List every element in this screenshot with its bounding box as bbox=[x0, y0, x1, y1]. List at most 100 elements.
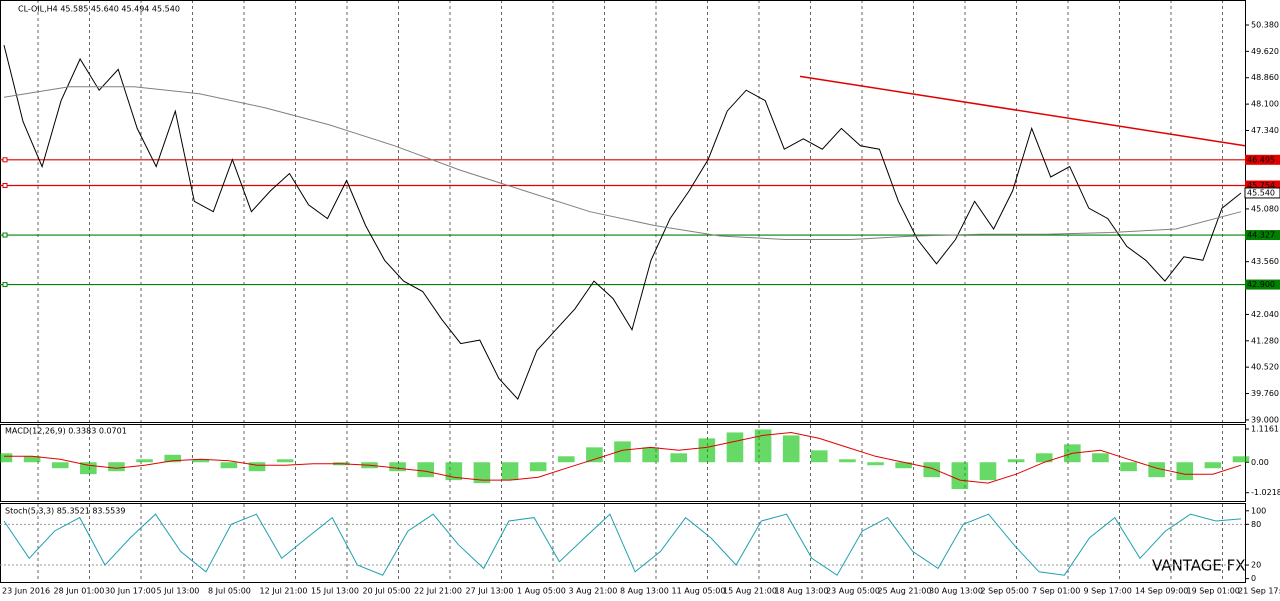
macd-bar bbox=[192, 459, 210, 463]
stoch-line bbox=[3, 513, 1242, 576]
stoch-frame bbox=[0, 503, 1246, 583]
macd-bar bbox=[895, 462, 912, 469]
macd-bar bbox=[782, 435, 800, 463]
x-tick-label: 12 Jul 21:00 bbox=[260, 587, 308, 596]
x-tick-label: 5 Jul 13:00 bbox=[157, 587, 200, 596]
y-tick-label: 49.620 bbox=[1251, 47, 1279, 56]
level-label-box bbox=[1245, 180, 1280, 191]
macd-bar bbox=[248, 462, 266, 472]
level-marker bbox=[2, 232, 8, 238]
macd-bar bbox=[473, 462, 491, 484]
x-tick-label: 8 Aug 13:00 bbox=[620, 587, 669, 596]
x-tick-label: 15 Aug 21:00 bbox=[723, 587, 777, 596]
x-tick-label: 21 Sep 17:00 bbox=[1238, 587, 1280, 596]
x-tick-label: 8 Jul 05:00 bbox=[208, 587, 251, 596]
x-tick-label: 1 Aug 05:00 bbox=[517, 587, 566, 596]
x-tick-label: 22 Jul 21:00 bbox=[414, 587, 462, 596]
x-tick-label: 30 Aug 13:00 bbox=[929, 587, 983, 596]
x-tick-label: 20 Jul 05:00 bbox=[363, 587, 411, 596]
y-tick-label: 50.380 bbox=[1251, 20, 1279, 29]
current-price-label: 45.540 bbox=[1247, 188, 1275, 197]
moving-average bbox=[3, 86, 1242, 240]
macd-bar bbox=[1092, 453, 1109, 463]
y-tick-label: 39.000 bbox=[1251, 415, 1279, 424]
macd-bar bbox=[614, 441, 631, 463]
macd-bar bbox=[642, 447, 659, 463]
level-label: 46.495 bbox=[1247, 155, 1275, 164]
y-tick-label: 41.280 bbox=[1251, 336, 1279, 345]
level-label: 44.327 bbox=[1247, 231, 1275, 240]
macd-bar bbox=[839, 459, 856, 463]
x-tick-label: 30 Jun 17:00 bbox=[105, 587, 156, 596]
macd-bar bbox=[726, 432, 744, 463]
macd-bar bbox=[951, 462, 969, 490]
level-label-box bbox=[1245, 154, 1280, 165]
macd-bar bbox=[80, 462, 97, 475]
x-tick-label: 23 Jun 2016 bbox=[2, 587, 50, 596]
x-tick-label: 19 Sep 01:00 bbox=[1187, 587, 1240, 596]
level-marker bbox=[2, 183, 8, 189]
x-tick-label: 28 Jun 01:00 bbox=[54, 587, 105, 596]
macd-bar bbox=[0, 453, 13, 463]
level-label: 42.900 bbox=[1247, 280, 1275, 289]
x-tick-label: 25 Aug 21:00 bbox=[878, 587, 932, 596]
level-label: 45.754 bbox=[1247, 181, 1275, 190]
macd-bar bbox=[979, 462, 997, 481]
macd-bar bbox=[136, 459, 153, 463]
x-tick-label: 7 Sep 01:00 bbox=[1032, 587, 1080, 596]
y-tick-label: 1.1161 bbox=[1251, 424, 1279, 433]
x-tick-label: 15 Jul 13:00 bbox=[311, 587, 359, 596]
x-tick-label: 11 Aug 05:00 bbox=[672, 587, 726, 596]
macd-bar bbox=[501, 462, 519, 481]
macd-bar bbox=[1232, 456, 1250, 463]
macd-bar bbox=[557, 456, 575, 463]
y-tick-label: 20 bbox=[1251, 561, 1261, 570]
y-tick-label: 48.100 bbox=[1251, 100, 1279, 109]
price-line bbox=[3, 44, 1242, 401]
macd-bar bbox=[698, 438, 716, 463]
y-tick-label: 48.860 bbox=[1251, 73, 1279, 82]
macd-bar bbox=[670, 453, 688, 463]
macd-bar bbox=[1148, 462, 1165, 478]
macd-bar bbox=[923, 462, 941, 478]
macd-bar bbox=[417, 462, 435, 478]
macd-bar bbox=[220, 462, 238, 469]
macd-bar bbox=[586, 447, 603, 463]
macd-bar bbox=[445, 462, 463, 481]
macd-bar bbox=[529, 462, 547, 472]
macd-bar bbox=[754, 429, 772, 463]
y-tick-label: 43.560 bbox=[1251, 257, 1279, 266]
level-marker bbox=[2, 157, 8, 163]
y-tick-label: 47.340 bbox=[1251, 126, 1279, 135]
x-tick-label: 3 Aug 21:00 bbox=[569, 587, 618, 596]
y-tick-label: 100 bbox=[1251, 506, 1266, 515]
current-price-box bbox=[1244, 187, 1280, 199]
x-tick-label: 18 Aug 13:00 bbox=[775, 587, 829, 596]
y-tick-label: 45.080 bbox=[1251, 204, 1279, 213]
macd-bar bbox=[108, 462, 125, 472]
y-tick-label: 0.00 bbox=[1251, 458, 1269, 467]
macd-frame bbox=[0, 424, 1246, 502]
macd-bar bbox=[276, 459, 294, 463]
macd-bar bbox=[810, 450, 828, 463]
x-tick-label: 23 Aug 05:00 bbox=[826, 587, 880, 596]
macd-bar bbox=[389, 462, 406, 472]
chart-title: CL-OIL,H4 45.585 45.640 45.494 45.540 bbox=[18, 5, 180, 14]
trendline bbox=[799, 75, 1246, 147]
level-label-box bbox=[1245, 279, 1280, 290]
macd-bar bbox=[164, 454, 181, 463]
x-tick-label: 9 Sep 17:00 bbox=[1084, 587, 1132, 596]
y-tick-label: 39.760 bbox=[1251, 389, 1279, 398]
y-tick-label: 42.040 bbox=[1251, 310, 1279, 319]
y-tick-label: 0 bbox=[1251, 574, 1256, 583]
macd-bar bbox=[1176, 462, 1194, 481]
x-tick-label: 14 Sep 09:00 bbox=[1135, 587, 1188, 596]
stoch-title: Stoch(5,3,3) 85.3521 83.5539 bbox=[5, 507, 125, 516]
main-frame bbox=[0, 0, 1246, 423]
x-tick-label: 2 Sep 05:00 bbox=[981, 587, 1029, 596]
y-tick-label: 80 bbox=[1251, 520, 1261, 529]
macd-bar bbox=[51, 462, 69, 469]
macd-bar bbox=[867, 462, 884, 466]
x-tick-label: 27 Jul 13:00 bbox=[466, 587, 514, 596]
